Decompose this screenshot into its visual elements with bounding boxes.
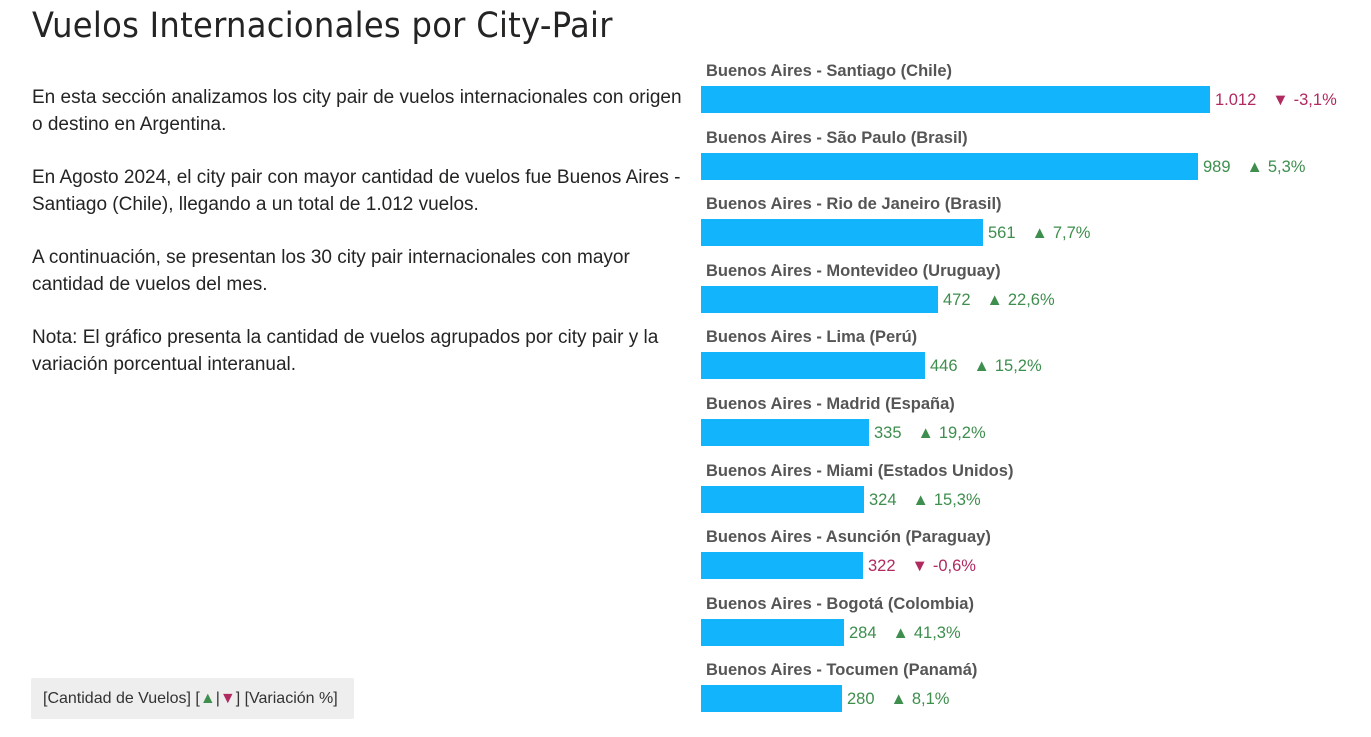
category-label: Buenos Aires - Madrid (España): [706, 395, 955, 413]
page-title: Vuelos Internacionales por City-Pair: [32, 6, 613, 46]
up-arrow-icon: ▲: [917, 424, 934, 442]
bar[interactable]: [701, 152, 1198, 180]
category-label: Buenos Aires - São Paulo (Brasil): [706, 128, 968, 147]
bar[interactable]: [701, 219, 983, 247]
variation-label: -0,6%: [932, 557, 976, 576]
legend-down-arrow-icon: ▼: [219, 690, 236, 707]
category-label: Buenos Aires - Asunción (Paraguay): [706, 528, 991, 547]
category-label: Buenos Aires - Tocumen (Panamá): [706, 661, 978, 680]
value-label: 446: [930, 357, 958, 376]
chart-row: Buenos Aires - Bogotá (Colombia) 284 ▲ 41,3…: [701, 595, 1361, 655]
chart-row: Buenos Aires - Asunción (Paraguay) 322 ▼ -0…: [701, 528, 1361, 588]
variation-label: 15,2%: [994, 357, 1042, 376]
variation-label: 41,3%: [913, 623, 961, 642]
value-label: 280: [847, 690, 875, 709]
category-label: Buenos Aires - Santiago (Chile): [706, 62, 953, 80]
up-arrow-icon: ▲: [912, 490, 929, 509]
chart-row: Buenos Aires - Rio de Janeiro (Brasil) 56…: [701, 195, 1361, 255]
category-label: Buenos Aires - Lima (Perú): [706, 328, 918, 347]
city-pair-bar-chart: Buenos Aires - Santiago (Chile) 1.012 ▼ -3,…: [701, 62, 1361, 722]
chart-row: Buenos Aires - Tocumen (Panamá) 280 ▲ 8,1%: [701, 661, 1361, 721]
chart-row: Buenos Aires - Madrid (España) 335 ▲ 19,2%: [701, 395, 1361, 455]
value-label-group: 335 ▲ 19,2%: [874, 421, 986, 445]
value-label-group: 1.012 ▼ -3,1%: [1215, 88, 1337, 112]
value-label-group: 561 ▲ 7,7%: [988, 221, 1090, 245]
variation-label: 8,1%: [911, 690, 950, 709]
bar[interactable]: [701, 352, 925, 380]
value-label: 1.012: [1215, 91, 1257, 109]
category-label: Buenos Aires - Bogotá (Colombia): [706, 594, 974, 613]
value-label: 284: [849, 623, 877, 642]
chart-row: Buenos Aires - São Paulo (Brasil) 989 ▲ 5,3…: [701, 129, 1361, 189]
chart-row: Buenos Aires - Miami (Estados Unidos) 324…: [701, 462, 1361, 522]
variation-label: 22,6%: [1007, 290, 1055, 309]
bar[interactable]: [701, 618, 844, 646]
category-label: Buenos Aires - Montevideo (Uruguay): [706, 261, 1001, 280]
value-label-group: 322 ▼ -0,6%: [868, 554, 976, 578]
value-label: 561: [988, 224, 1016, 243]
up-arrow-icon: ▲: [1031, 224, 1048, 243]
legend-box: [Cantidad de Vuelos] [▲|▼] [Variación %]: [31, 678, 354, 719]
chart-row: Buenos Aires - Lima (Perú) 446 ▲ 15,2%: [701, 328, 1361, 388]
bar[interactable]: [701, 685, 842, 713]
value-label-group: 446 ▲ 15,2%: [930, 354, 1042, 378]
description-paragraph-intro: En esta sección analizamos los city pair…: [32, 87, 682, 135]
category-label: Buenos Aires - Rio de Janeiro (Brasil): [706, 195, 1002, 214]
category-label: Buenos Aires - Miami (Estados Unidos): [706, 461, 1014, 480]
bar[interactable]: [701, 552, 863, 580]
bar[interactable]: [701, 485, 864, 513]
value-label: 324: [869, 490, 897, 509]
value-label: 335: [874, 424, 902, 442]
value-label: 322: [868, 557, 896, 576]
value-label-group: 472 ▲ 22,6%: [943, 288, 1055, 312]
description-paragraph-highlight: En Agosto 2024, el city pair con mayor c…: [32, 167, 681, 215]
description-paragraph-note: Nota: El gráfico presenta la cantidad de…: [32, 327, 659, 375]
variation-label: 7,7%: [1052, 224, 1091, 243]
legend-prefix: [Cantidad de Vuelos] [: [43, 690, 200, 707]
value-label-group: 989 ▲ 5,3%: [1203, 155, 1305, 179]
bar[interactable]: [701, 285, 938, 313]
down-arrow-icon: ▼: [911, 557, 928, 576]
value-label: 472: [943, 290, 971, 309]
variation-label: -3,1%: [1293, 91, 1337, 109]
chart-row: Buenos Aires - Montevideo (Uruguay) 472 ▲ 2…: [701, 262, 1361, 322]
up-arrow-icon: ▲: [986, 290, 1003, 309]
up-arrow-icon: ▲: [890, 690, 907, 709]
variation-label: 5,3%: [1267, 157, 1306, 176]
variation-label: 19,2%: [938, 424, 986, 442]
value-label-group: 284 ▲ 41,3%: [849, 621, 961, 645]
bar[interactable]: [701, 86, 1210, 113]
description-paragraph-continuation: A continuación, se presentan los 30 city…: [32, 247, 630, 295]
legend-suffix: ] [Variación %]: [235, 690, 338, 707]
up-arrow-icon: ▲: [892, 623, 909, 642]
legend-separator: |: [215, 690, 220, 707]
up-arrow-icon: ▲: [973, 357, 990, 376]
value-label-group: 324 ▲ 15,3%: [869, 488, 981, 512]
value-label: 989: [1203, 157, 1231, 176]
description-panel: En esta sección analizamos los city pair…: [32, 84, 682, 404]
chart-row: Buenos Aires - Santiago (Chile) 1.012 ▼ -3,…: [701, 62, 1361, 122]
bar[interactable]: [701, 419, 869, 446]
value-label-group: 280 ▲ 8,1%: [847, 687, 949, 711]
down-arrow-icon: ▼: [1272, 91, 1289, 109]
variation-label: 15,3%: [933, 490, 981, 509]
up-arrow-icon: ▲: [1246, 157, 1263, 176]
legend-up-arrow-icon: ▲: [199, 690, 216, 707]
